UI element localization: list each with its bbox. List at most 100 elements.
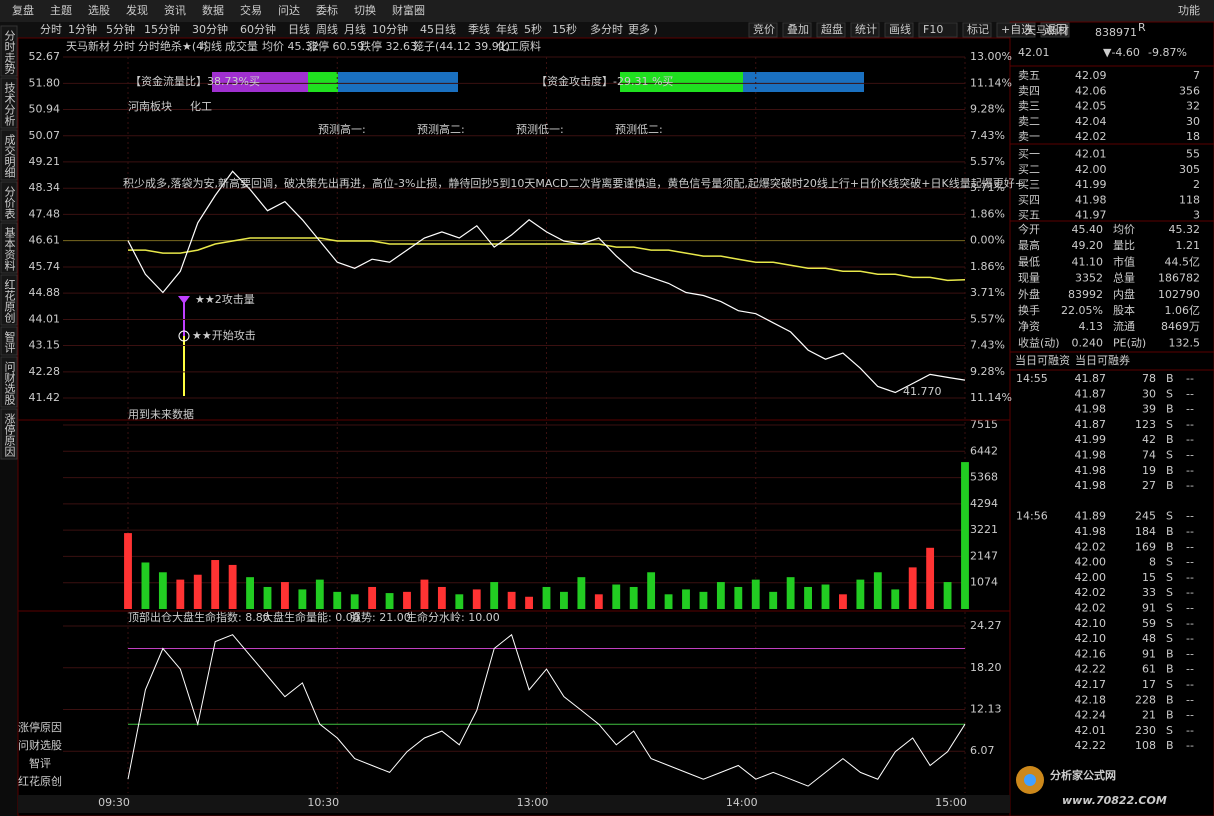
menu-item[interactable]: 委标 [316,3,338,17]
tick-flag: -- [1186,678,1194,691]
period-tab[interactable]: 30分钟 [192,22,228,36]
period-tab[interactable]: 5秒 [524,22,542,36]
menu-item[interactable]: 发现 [126,3,148,17]
attack-bar-a [620,72,743,92]
menu-item[interactable]: 财富圈 [392,3,425,17]
side-tab-bg [0,356,18,408]
tick-side: B [1166,709,1174,722]
tick-volume: 30 [1142,387,1156,400]
quote-tab[interactable]: 当日可融券 [1075,353,1130,367]
tool-button[interactable]: 叠加 [787,23,809,36]
watermark-url: www.70822.COM [1062,794,1167,807]
menu-item[interactable]: 数据 [202,3,224,17]
tool-button[interactable]: F10 [923,23,943,36]
volume-tick-label: 6442 [970,444,998,457]
book-price: 42.04 [1075,115,1107,128]
period-tab[interactable]: 15秒 [552,22,577,36]
period-tab[interactable]: 日线 [288,22,310,36]
menu-item[interactable]: 主题 [50,4,72,17]
tool-button[interactable]: 超盘 [821,22,843,36]
volume-bar [176,579,185,609]
last-price: 42.01 [1018,46,1050,59]
period-tab[interactable]: 15分钟 [144,22,180,36]
menu-item[interactable]: 问达 [278,4,300,17]
tool-button[interactable]: 标记 [967,22,989,36]
stat-label: 市值 [1113,254,1135,268]
tool-button[interactable]: +自选 [1001,23,1032,36]
menu-right[interactable]: 功能 [1178,3,1200,17]
volume-bar [158,572,167,609]
menu-item[interactable]: 交易 [240,3,262,17]
tool-button[interactable]: 返回 [1045,23,1067,36]
tick-flag: -- [1186,617,1194,630]
tool-button[interactable]: 画线 [889,22,911,36]
period-tab[interactable]: 5分钟 [106,22,135,36]
volume-bar [612,584,621,609]
period-tab[interactable]: 多分时 [590,22,623,36]
period-tab[interactable]: 分时 [40,23,62,36]
indicator-header: 大盘生命指数: 8.80 [172,610,270,624]
volume-bar [350,594,359,609]
tick-price: 41.98 [1075,464,1107,477]
side-tab[interactable]: 成交明细 [3,134,16,178]
side-link[interactable]: 问财选股 [18,738,62,752]
period-tab[interactable]: 10分钟 [372,22,408,36]
menu-item[interactable]: 切换 [354,3,376,17]
tool-button[interactable]: 统计 [855,23,877,36]
pct-tick-label: 3.71% [970,286,1005,299]
menu-item[interactable]: 选股 [88,4,110,17]
stock-flag: R [1138,21,1146,34]
side-tab[interactable]: 问财选股 [3,361,16,406]
stat-label: 最高 [1018,238,1040,252]
time-label: 14:00 [726,796,758,809]
period-tab[interactable]: 60分钟 [240,22,276,36]
side-tab[interactable]: 智评 [3,330,16,354]
volume-bar [908,567,917,609]
side-tab[interactable]: 分价表 [3,186,16,220]
stat-value: 3352 [1075,272,1103,285]
side-link[interactable]: 涨停原因 [18,720,62,734]
period-tab[interactable]: 周线 [316,22,338,36]
period-tab[interactable]: 45日线 [420,22,456,36]
volume-bar [542,586,551,609]
tool-button[interactable]: 竞价 [753,22,775,36]
side-tab[interactable]: 红花原创 [3,279,16,324]
chart-header: 成交量 [225,39,258,53]
tick-flag: -- [1186,724,1194,737]
side-tab[interactable]: 分时走势 [3,30,16,74]
side-tab[interactable]: 基本资料 [3,227,16,272]
tick-side: S [1166,617,1173,630]
menu-item[interactable]: 复盘 [12,3,34,17]
side-tab[interactable]: 涨停原因 [3,413,16,458]
volume-bar [455,594,464,609]
period-tab[interactable]: 月线 [344,22,366,36]
price-tick-label: 52.67 [29,50,61,63]
chart-header: 分时 [113,40,135,53]
volume-bar [821,584,830,609]
tick-volume: 59 [1142,617,1156,630]
side-link[interactable]: 红花原创 [18,775,62,788]
quote-tab[interactable]: 当日可融资 [1015,353,1070,367]
volume-bar [629,586,638,609]
tick-volume: 19 [1142,464,1156,477]
volume-bar [804,586,812,609]
volume-bar [124,533,132,609]
menu-item[interactable]: 资讯 [164,4,186,17]
indicator-tick-label: 18.20 [970,661,1002,674]
side-link[interactable]: 智评 [29,756,51,770]
tick-flag: -- [1186,525,1194,538]
book-price: 42.05 [1075,100,1107,113]
tool-button-bg [918,22,958,38]
tick-price: 42.02 [1075,602,1107,615]
period-tab[interactable]: 季线 [468,22,490,36]
period-tab[interactable]: 年线 [496,22,518,36]
stat-label: 内盘 [1113,287,1135,301]
attack2: ★★2攻击量 [195,292,255,306]
volume-bar [839,594,847,609]
period-tab[interactable]: 1分钟 [68,22,97,36]
tick-volume: 228 [1135,693,1156,706]
period-tab[interactable]: 更多 ) [628,22,658,36]
side-tab[interactable]: 技术分析 [3,82,16,127]
price-tick-label: 48.34 [29,181,61,194]
tick-side: S [1166,449,1173,462]
